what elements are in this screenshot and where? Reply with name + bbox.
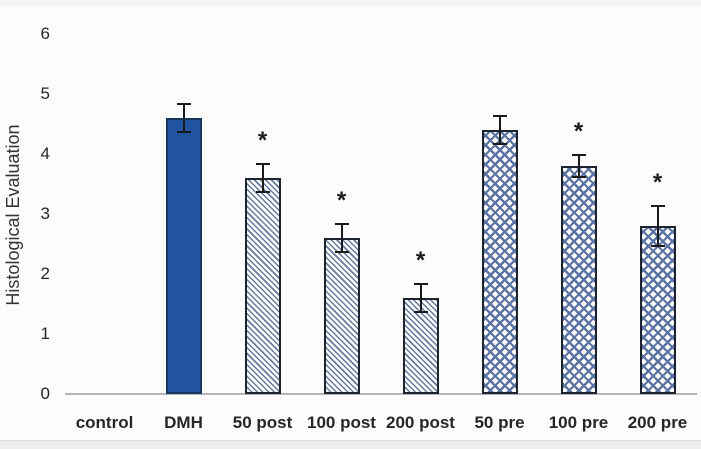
x-tick-label-50-post: 50 post [232, 413, 293, 432]
x-tick-label-DMH: DMH [164, 413, 203, 432]
error-bar-cap-bot [176, 131, 191, 133]
error-bar-50-pre [492, 115, 507, 145]
error-bar-cap-bot [492, 143, 507, 145]
error-bar-cap-bot [255, 191, 270, 193]
error-bar-DMH [176, 103, 191, 133]
bar-200-pre [639, 226, 676, 394]
error-bar-line [498, 115, 501, 145]
error-bar-line [577, 154, 580, 178]
bar-50-post [244, 178, 281, 394]
bar-100-pre [560, 166, 597, 394]
x-tick-label-50-pre: 50 pre [474, 413, 525, 432]
y-tick-label: 6 [40, 24, 50, 43]
error-bar-cap-bot [413, 311, 428, 313]
bar-50-pre [481, 130, 518, 394]
y-tick-label: 5 [40, 84, 50, 103]
error-bar-cap-bot [571, 176, 586, 178]
significance-marker-100-post: * [336, 187, 347, 214]
error-bar-200-post [413, 283, 428, 313]
error-bar-cap-bot [650, 245, 665, 247]
error-bar-line [419, 283, 422, 313]
x-axis-line [65, 393, 697, 395]
error-bar-cap-bot [334, 251, 349, 253]
figure-top-edge [0, 0, 701, 7]
error-bar-100-post [334, 223, 349, 253]
y-tick-label: 1 [40, 324, 50, 343]
y-tick-label: 2 [40, 264, 50, 283]
x-tick-label-100-pre: 100 pre [548, 413, 609, 432]
error-bar-line [261, 163, 264, 193]
significance-marker-50-post: * [257, 127, 268, 154]
error-bar-200-pre [650, 205, 665, 247]
significance-marker-200-post: * [415, 247, 426, 274]
significance-marker-200-pre: * [652, 169, 663, 196]
error-bar-line [182, 103, 185, 133]
bar-100-post [323, 238, 360, 394]
y-tick-label: 0 [40, 384, 50, 403]
x-tick-label-100-post: 100 post [307, 413, 376, 432]
figure-bottom-edge [0, 440, 701, 449]
x-tick-label-200-post: 200 post [386, 413, 455, 432]
error-bar-100-pre [571, 154, 586, 178]
error-bar-line [656, 205, 659, 247]
bar-DMH [165, 118, 202, 394]
x-tick-label-control: control [75, 413, 134, 432]
bar-200-post [402, 298, 439, 394]
significance-marker-100-pre: * [573, 118, 584, 145]
x-tick-label-200-pre: 200 pre [627, 413, 688, 432]
y-tick-label: 4 [40, 144, 50, 163]
error-bar-50-post [255, 163, 270, 193]
error-bar-line [340, 223, 343, 253]
y-tick-label: 3 [40, 204, 50, 223]
